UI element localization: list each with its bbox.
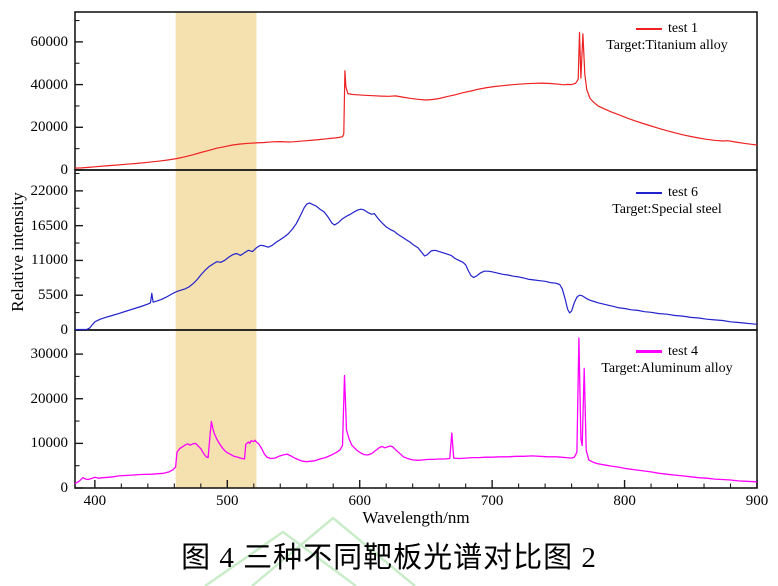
y-tick-label-panel3: 20000 bbox=[30, 390, 69, 407]
x-tick-label: 400 bbox=[83, 493, 107, 509]
y-tick-label-panel3: 10000 bbox=[30, 435, 69, 452]
watermark-chevrons-icon bbox=[204, 516, 416, 586]
legend-line-sample-test4 bbox=[636, 350, 663, 353]
y-tick-label-panel2: 0 bbox=[60, 322, 69, 338]
x-tick-label: 600 bbox=[348, 493, 371, 509]
legend-panel-1: test 1 Target:Titanium alloy bbox=[578, 20, 756, 54]
legend-panel-3: test 4 Target:Aluminum alloy bbox=[578, 343, 756, 377]
x-tick-label: 500 bbox=[216, 493, 239, 509]
y-tick-label-panel3: 0 bbox=[60, 480, 69, 496]
legend-label-test4: test 4 bbox=[668, 344, 698, 359]
y-tick-label-panel2: 22000 bbox=[30, 182, 69, 199]
y-tick-label-panel1: 40000 bbox=[30, 76, 69, 93]
y-tick-label-panel1: 20000 bbox=[30, 119, 69, 136]
highlight-band bbox=[175, 12, 257, 488]
spectra-curves bbox=[74, 31, 758, 485]
y-tick-label-panel2: 11000 bbox=[31, 252, 68, 269]
figure-caption: 图 4 三种不同靶板光谱对比图 2 bbox=[181, 542, 597, 574]
legend-target-test1: Target:Titanium alloy bbox=[606, 38, 728, 53]
curve-test-4 bbox=[74, 337, 758, 485]
y-tick-label-panel1: 0 bbox=[60, 162, 69, 178]
legend-line-sample-test1 bbox=[636, 27, 663, 30]
y-tick-label-panel2: 5500 bbox=[38, 287, 68, 304]
y-axis-title: Relative intensity bbox=[8, 192, 27, 312]
y-tick-label-panel1: 60000 bbox=[30, 33, 69, 50]
legend-line-sample-test6 bbox=[636, 191, 663, 194]
legend-label-test1: test 1 bbox=[668, 21, 698, 36]
legend-target-test6: Target:Special steel bbox=[612, 202, 722, 217]
legend-target-test4: Target:Aluminum alloy bbox=[601, 361, 733, 376]
x-tick-label: 800 bbox=[613, 493, 636, 509]
y-tick-label-panel2: 16500 bbox=[30, 217, 69, 234]
x-tick-label: 700 bbox=[480, 493, 504, 509]
curve-test-1 bbox=[74, 31, 758, 169]
y-tick-label-panel3: 30000 bbox=[30, 346, 69, 363]
legend-panel-2: test 6 Target:Special steel bbox=[578, 184, 756, 218]
x-tick-label: 900 bbox=[745, 493, 769, 509]
legend-label-test6: test 6 bbox=[668, 185, 698, 200]
curve-test-6 bbox=[74, 202, 758, 331]
x-axis-title: Wavelength/nm bbox=[362, 508, 470, 527]
panel-frames bbox=[74, 11, 758, 489]
